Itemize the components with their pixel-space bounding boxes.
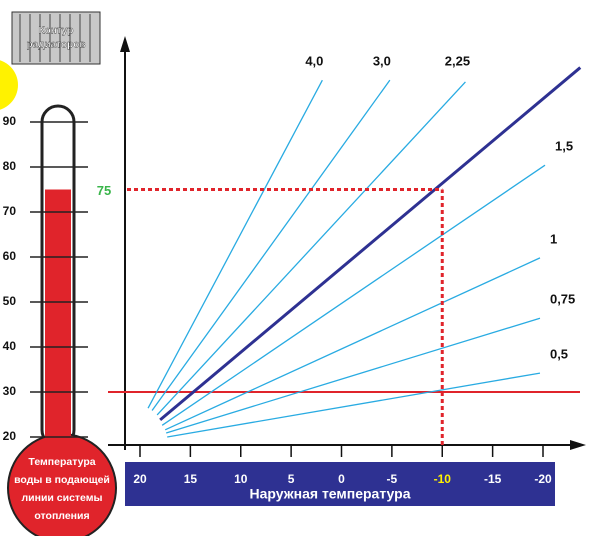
x-axis-band (125, 462, 555, 506)
x-tick-label: -15 (484, 472, 502, 486)
curve (164, 257, 541, 431)
y-tick-label: 80 (3, 159, 17, 173)
curve-label: 2,25 (445, 53, 470, 68)
x-tick-label: 20 (133, 472, 147, 486)
y-tick-label: 70 (3, 204, 17, 218)
radiator-fins (19, 14, 91, 62)
curve-label: 3,0 (373, 53, 391, 68)
y-tick-label: 40 (3, 339, 17, 353)
y-axis-title: Температура (28, 456, 95, 468)
y-axis-title: линии системы (21, 492, 102, 504)
x-tick-label: -5 (387, 472, 398, 486)
thermometer-fill (45, 189, 71, 452)
y-tick-label: 60 (3, 249, 17, 263)
y-tick-label: 20 (3, 429, 17, 443)
curve-label: 0,5 (550, 347, 568, 362)
curve-label: 4,0 (305, 53, 323, 68)
y-axis-arrow (120, 36, 130, 52)
curve (147, 79, 323, 409)
y-tick-label: 90 (3, 114, 17, 128)
y-tick-label: 50 (3, 294, 17, 308)
icon-label: радиаторов (27, 40, 86, 51)
x-tick-label: 10 (234, 472, 248, 486)
curve (161, 164, 546, 426)
y-tick-label: 30 (3, 384, 17, 398)
x-axis-title: Наружная температура (250, 486, 411, 502)
y-axis-title: отопления (34, 510, 89, 522)
x-tick-label: 0 (338, 472, 345, 486)
curve (166, 317, 541, 434)
x-tick-label: -20 (534, 472, 552, 486)
decor-circle (0, 60, 18, 110)
x-tick-label: -10 (434, 472, 452, 486)
curve (156, 81, 466, 416)
curve-label: 1 (550, 231, 557, 246)
curve (167, 372, 541, 438)
highlight-label: 75 (97, 183, 111, 198)
x-tick-label: 5 (288, 472, 295, 486)
curve-label: 1,5 (555, 139, 573, 154)
y-axis-title: воды в подающей (14, 474, 110, 486)
curve-label: 0,75 (550, 292, 575, 307)
icon-label: Контур (39, 26, 74, 37)
x-tick-label: 15 (184, 472, 198, 486)
x-axis-arrow (570, 440, 586, 450)
curve (159, 66, 582, 422)
curve (151, 79, 391, 411)
radiator-icon (11, 11, 101, 65)
